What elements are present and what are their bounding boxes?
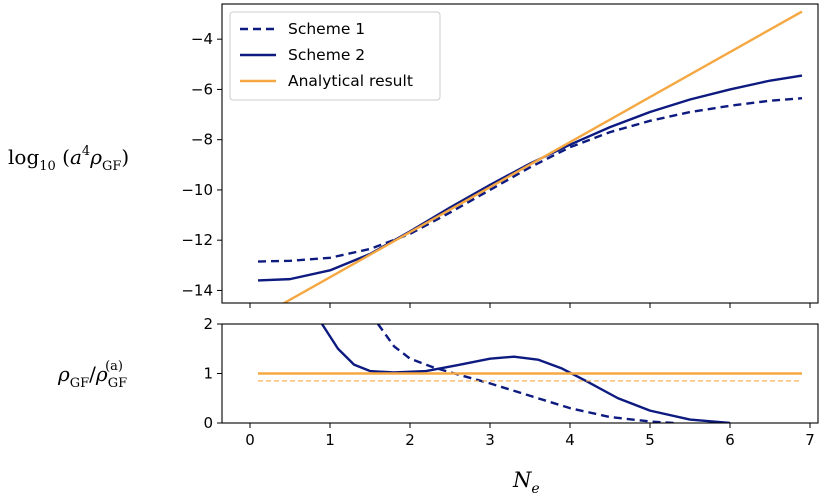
top-series-line-0 — [257, 97, 803, 263]
ylabel2-slash: / — [89, 362, 96, 386]
bottom-panel: 0 1 2 0 1 2 3 4 5 6 7 — [203, 315, 819, 449]
ylabel2-sup: (a) — [105, 359, 123, 374]
bottom-series-line-1 — [320, 324, 731, 423]
y-tick-label: 0 — [203, 414, 213, 432]
ylabel-rho: ρ — [89, 145, 102, 169]
ylabel-log: log — [8, 145, 39, 169]
x-tick-label: 5 — [645, 431, 655, 449]
xlabel-sub: e — [531, 481, 539, 497]
bottom-y-axis-label: ρGF/ρGF(a) — [57, 359, 127, 391]
ylabel2-rho-1: ρ — [57, 362, 70, 386]
x-tick-label: 0 — [245, 431, 255, 449]
y-tick-label: 1 — [203, 365, 213, 383]
legend-label: Scheme 1 — [288, 20, 365, 38]
y-tick-label: −12 — [181, 231, 213, 249]
x-tick-label: 2 — [405, 431, 415, 449]
ylabel2-rho-2: ρ — [95, 362, 108, 386]
ylabel-log-sub: 10 — [39, 159, 56, 174]
y-tick-label: −10 — [181, 181, 213, 199]
x-tick-label: 4 — [565, 431, 575, 449]
xlabel-main: N — [512, 468, 532, 492]
x-axis-label: Ne — [512, 468, 540, 497]
ylabel-a-sup: 4 — [82, 144, 90, 159]
x-tick-label: 1 — [325, 431, 335, 449]
top-y-axis-label: log10 (a4ρGF) — [8, 144, 129, 174]
legend-box — [229, 11, 441, 101]
y-tick-label: 2 — [203, 315, 213, 333]
y-tick-label: −8 — [191, 131, 213, 149]
y-tick-label: −6 — [191, 80, 213, 98]
top-series-line-2 — [281, 10, 803, 303]
x-tick-label: 3 — [485, 431, 495, 449]
top-panel: −14 −12 −10 −8 −6 −4 Scheme 1 Scheme 2 Analytica… — [181, 3, 819, 308]
ylabel-a: a — [70, 145, 82, 169]
x-tick-label: 7 — [805, 431, 815, 449]
legend-label: Scheme 2 — [288, 46, 365, 64]
bottom-series-line-0 — [377, 324, 675, 423]
y-tick-label: −14 — [181, 281, 213, 299]
legend-label: Analytical result — [288, 72, 413, 90]
ylabel2-sub-1: GF — [70, 376, 89, 391]
top-axes-frame — [221, 3, 819, 304]
x-tick-label: 6 — [725, 431, 735, 449]
ylabel2-sub-2: GF — [108, 376, 127, 391]
y-tick-label: −4 — [191, 30, 213, 48]
ylabel-rho-sub: GF — [102, 159, 121, 174]
